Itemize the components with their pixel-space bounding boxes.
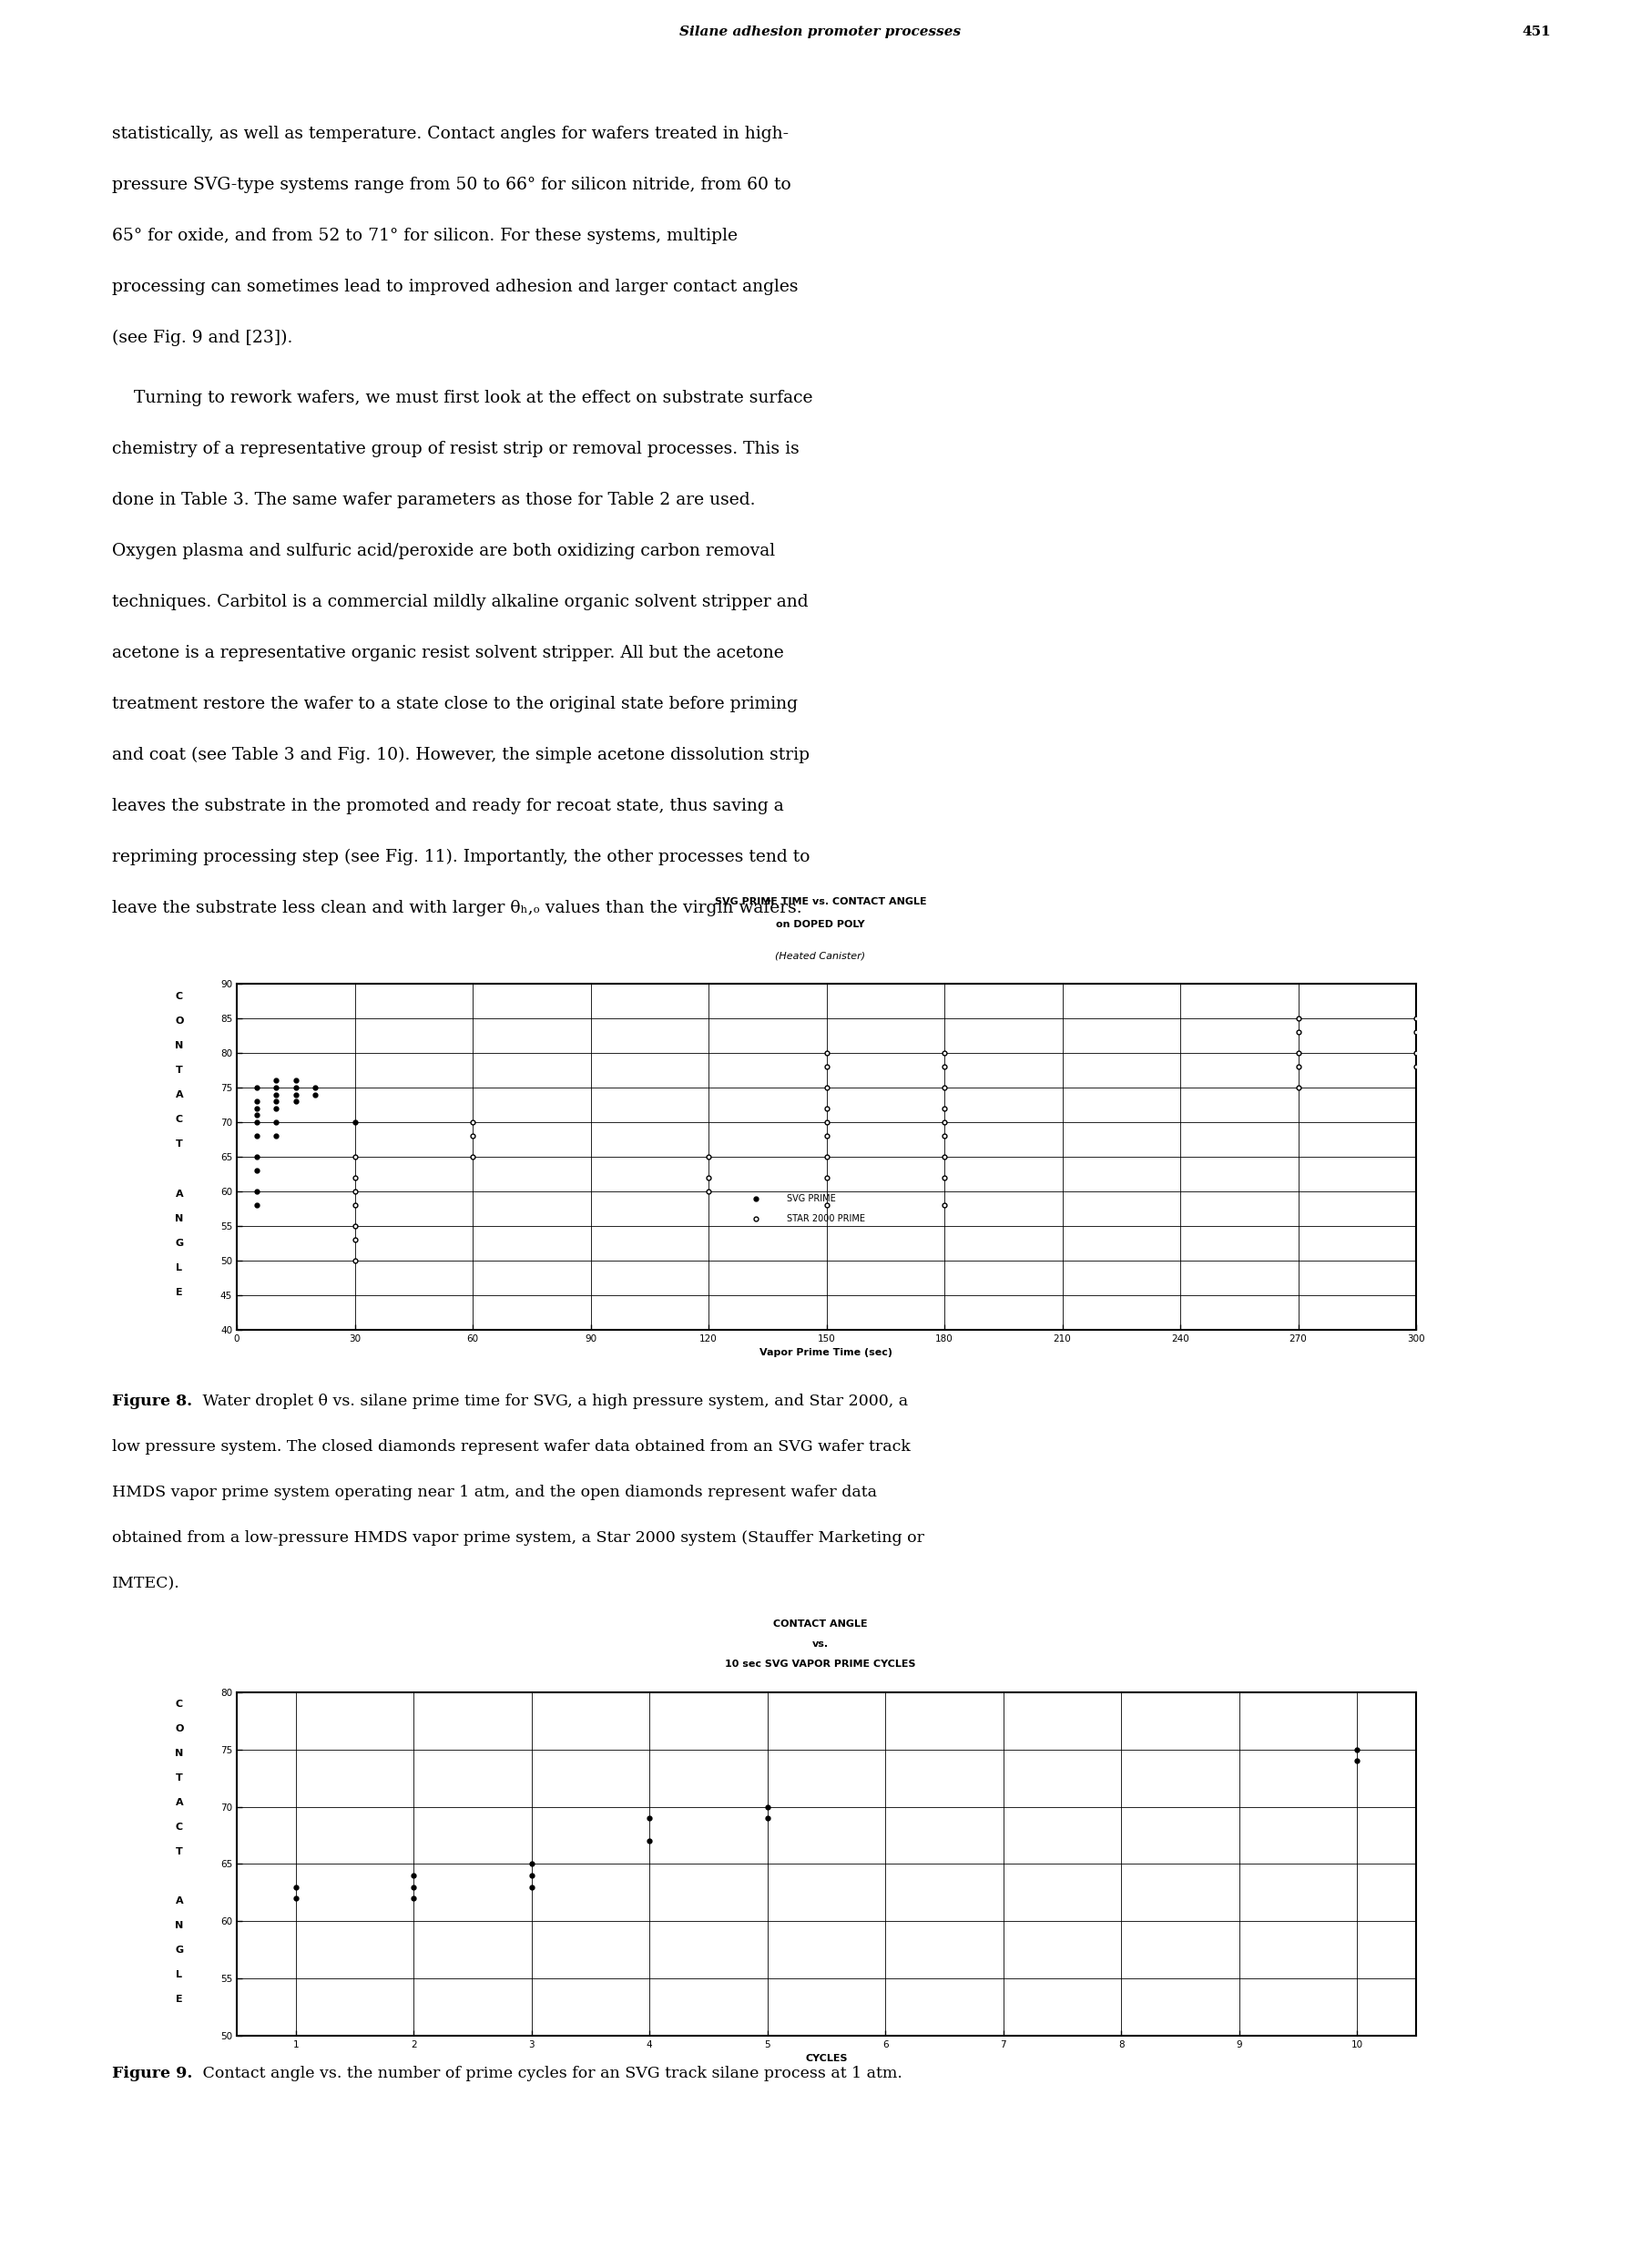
Text: E: E [176,1994,182,2003]
Text: (Heated Canister): (Heated Canister) [775,953,866,962]
Text: and coat (see Table 3 and Fig. 10). However, the simple acetone dissolution stri: and coat (see Table 3 and Fig. 10). Howe… [112,746,809,764]
Text: T: T [176,1066,182,1075]
Text: Figure 9.: Figure 9. [112,2066,192,2082]
Text: N: N [176,1749,184,1758]
Text: A: A [176,1799,184,1808]
Text: L: L [176,1971,182,1980]
Text: A: A [176,1091,184,1100]
Text: N: N [176,1213,184,1222]
Text: CONTACT ANGLE: CONTACT ANGLE [773,1619,868,1628]
Text: treatment restore the wafer to a state close to the original state before primin: treatment restore the wafer to a state c… [112,696,798,712]
Text: vs.: vs. [812,1640,829,1649]
Text: Water droplet θ vs. silane prime time for SVG, a high pressure system, and Star : Water droplet θ vs. silane prime time fo… [197,1393,907,1408]
Text: Silane adhesion promoter processes: Silane adhesion promoter processes [679,25,962,39]
Text: G: G [176,1946,184,1955]
Text: chemistry of a representative group of resist strip or removal processes. This i: chemistry of a representative group of r… [112,440,799,458]
Text: done in Table 3. The same wafer parameters as those for Table 2 are used.: done in Table 3. The same wafer paramete… [112,492,755,508]
Text: Turning to rework wafers, we must first look at the effect on substrate surface: Turning to rework wafers, we must first … [112,390,812,406]
Text: C: C [176,1701,184,1710]
Text: STAR 2000 PRIME: STAR 2000 PRIME [788,1216,865,1225]
X-axis label: Vapor Prime Time (sec): Vapor Prime Time (sec) [760,1349,893,1359]
Text: T: T [176,1141,182,1150]
Text: N: N [176,1041,184,1050]
Text: N: N [176,1921,184,1930]
Text: Figure 8.: Figure 8. [112,1393,192,1408]
Text: 65° for oxide, and from 52 to 71° for silicon. For these systems, multiple: 65° for oxide, and from 52 to 71° for si… [112,227,737,245]
Text: pressure SVG-type systems range from 50 to 66° for silicon nitride, from 60 to: pressure SVG-type systems range from 50 … [112,177,791,193]
Text: G: G [176,1238,184,1247]
Text: processing can sometimes lead to improved adhesion and larger contact angles: processing can sometimes lead to improve… [112,279,798,295]
Text: obtained from a low-pressure HMDS vapor prime system, a Star 2000 system (Stauff: obtained from a low-pressure HMDS vapor … [112,1531,924,1547]
Text: leave the substrate less clean and with larger θₕ,ₒ values than the virgin wafer: leave the substrate less clean and with … [112,900,801,916]
Text: L: L [176,1263,182,1272]
Text: statistically, as well as temperature. Contact angles for wafers treated in high: statistically, as well as temperature. C… [112,125,788,143]
Text: (see Fig. 9 and [23]).: (see Fig. 9 and [23]). [112,329,292,347]
Text: T: T [176,1846,182,1855]
Text: A: A [176,1188,184,1198]
Text: Oxygen plasma and sulfuric acid/peroxide are both oxidizing carbon removal: Oxygen plasma and sulfuric acid/peroxide… [112,542,775,560]
Text: C: C [176,1116,184,1125]
Text: repriming processing step (see Fig. 11). Importantly, the other processes tend t: repriming processing step (see Fig. 11).… [112,848,809,866]
Text: O: O [176,1016,184,1025]
Text: SVG PRIME TIME vs. CONTACT ANGLE: SVG PRIME TIME vs. CONTACT ANGLE [714,898,927,907]
X-axis label: CYCLES: CYCLES [806,2055,848,2064]
Text: acetone is a representative organic resist solvent stripper. All but the acetone: acetone is a representative organic resi… [112,644,783,662]
Text: SVG PRIME: SVG PRIME [788,1193,835,1202]
Text: A: A [176,1896,184,1905]
Text: leaves the substrate in the promoted and ready for recoat state, thus saving a: leaves the substrate in the promoted and… [112,798,783,814]
Text: Contact angle vs. the number of prime cycles for an SVG track silane process at : Contact angle vs. the number of prime cy… [197,2066,903,2082]
Text: C: C [176,991,184,1000]
Text: on DOPED POLY: on DOPED POLY [776,921,865,930]
Text: 10 sec SVG VAPOR PRIME CYCLES: 10 sec SVG VAPOR PRIME CYCLES [725,1660,916,1669]
Text: 451: 451 [1521,25,1551,39]
Text: HMDS vapor prime system operating near 1 atm, and the open diamonds represent wa: HMDS vapor prime system operating near 1… [112,1486,876,1499]
Text: techniques. Carbitol is a commercial mildly alkaline organic solvent stripper an: techniques. Carbitol is a commercial mil… [112,594,807,610]
Text: O: O [176,1724,184,1733]
Text: E: E [176,1288,182,1297]
Text: low pressure system. The closed diamonds represent wafer data obtained from an S: low pressure system. The closed diamonds… [112,1440,911,1454]
Text: T: T [176,1774,182,1783]
Text: IMTEC).: IMTEC). [112,1576,179,1592]
Text: C: C [176,1823,184,1833]
